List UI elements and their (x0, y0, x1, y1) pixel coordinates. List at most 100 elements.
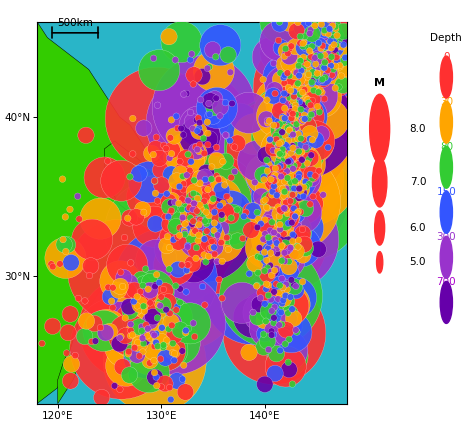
Point (290, 125, 298, 132)
Point (61, 241, 68, 248)
Point (162, 355, 169, 362)
Point (253, 282, 261, 289)
Point (153, 382, 161, 389)
Point (318, 21, 325, 28)
Point (275, 152, 282, 159)
Point (325, 56, 332, 63)
Point (250, 314, 257, 321)
Point (306, 70, 313, 77)
Point (127, 260, 134, 266)
Point (129, 331, 136, 338)
Point (286, 168, 294, 174)
Point (205, 240, 212, 247)
Point (273, 136, 280, 143)
Point (178, 206, 186, 213)
Point (297, 92, 304, 99)
Point (273, 212, 281, 219)
Point (330, 72, 337, 79)
Point (306, 130, 313, 137)
Point (138, 328, 145, 335)
Point (171, 350, 178, 357)
Point (97, 324, 104, 331)
Point (280, 188, 288, 195)
Point (307, 152, 315, 159)
Point (266, 118, 273, 125)
Point (268, 193, 275, 200)
Point (59, 176, 66, 183)
Point (301, 33, 308, 40)
Point (277, 146, 285, 153)
Point (298, 235, 306, 242)
Point (296, 192, 304, 199)
Point (206, 111, 213, 118)
Point (176, 286, 184, 293)
Point (278, 158, 285, 164)
Point (213, 258, 221, 265)
Point (189, 260, 196, 267)
Point (288, 75, 295, 82)
Point (181, 220, 188, 227)
Point (325, 30, 332, 37)
Point (218, 239, 225, 246)
Text: M: M (374, 78, 385, 88)
Polygon shape (161, 93, 280, 253)
Point (296, 155, 304, 161)
Point (280, 118, 287, 125)
Point (268, 296, 275, 303)
Point (191, 233, 199, 240)
Point (168, 314, 175, 321)
Point (140, 340, 147, 347)
Point (48, 260, 55, 267)
Point (308, 80, 316, 87)
Point (264, 245, 272, 252)
Point (328, 72, 336, 79)
Point (213, 172, 220, 179)
Point (191, 333, 198, 340)
Point (256, 301, 263, 308)
Point (277, 76, 284, 83)
Point (201, 176, 209, 183)
Point (67, 378, 74, 385)
Point (116, 334, 124, 341)
Point (333, 32, 341, 39)
Point (298, 24, 306, 31)
Point (138, 276, 145, 283)
Point (67, 259, 75, 266)
Point (292, 194, 299, 201)
Point (219, 194, 226, 201)
Point (287, 154, 294, 161)
Point (210, 226, 218, 233)
Point (316, 108, 323, 115)
Point (285, 137, 292, 144)
Point (294, 237, 302, 244)
Point (153, 256, 160, 263)
Point (288, 126, 295, 133)
Point (332, 44, 339, 51)
Point (285, 220, 292, 227)
Point (227, 174, 235, 181)
Point (301, 123, 308, 130)
Point (181, 231, 188, 238)
Point (196, 129, 204, 136)
Point (337, 42, 344, 49)
Point (286, 126, 294, 133)
Point (300, 104, 307, 111)
Point (260, 184, 267, 191)
Point (227, 212, 235, 219)
Point (308, 30, 316, 37)
Point (190, 72, 198, 79)
Point (158, 324, 166, 331)
Point (317, 40, 324, 47)
Point (226, 197, 233, 204)
Point (141, 294, 149, 301)
Point (184, 222, 191, 229)
Point (304, 74, 312, 81)
Point (309, 96, 316, 103)
Point (195, 128, 203, 135)
Point (223, 132, 230, 139)
Point (49, 263, 56, 270)
Point (175, 200, 182, 207)
Point (279, 182, 286, 189)
Point (144, 286, 152, 293)
Point (125, 331, 132, 338)
